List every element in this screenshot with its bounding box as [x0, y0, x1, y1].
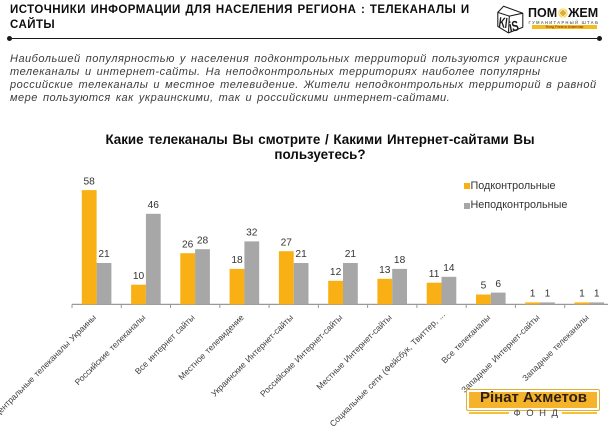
svg-text:1: 1 [545, 289, 551, 300]
svg-text:Все телеканалы: Все телеканалы [439, 312, 492, 365]
svg-text:14: 14 [443, 263, 455, 274]
svg-text:32: 32 [246, 228, 258, 239]
svg-text:58: 58 [84, 176, 96, 187]
svg-text:28: 28 [197, 235, 209, 246]
svg-text:12: 12 [330, 267, 342, 278]
svg-text:Центральные телеканалы Украины: Центральные телеканалы Украины [0, 312, 98, 419]
svg-text:iS: iS [508, 18, 520, 35]
svg-text:10: 10 [133, 271, 145, 282]
svg-text:Украинские Интернет-сайты: Украинские Интернет-сайты [209, 312, 295, 398]
svg-text:6: 6 [495, 279, 501, 290]
svg-text:27: 27 [281, 237, 293, 248]
svg-text:21: 21 [98, 249, 110, 260]
svg-text:KI: KI [498, 14, 508, 32]
svg-text:1: 1 [594, 289, 600, 300]
svg-text:11: 11 [429, 269, 440, 280]
svg-text:26: 26 [182, 239, 194, 250]
svg-text:Российские Интернет-сайты: Российские Интернет-сайты [258, 312, 344, 398]
svg-text:46: 46 [148, 200, 160, 211]
svg-text:1: 1 [530, 289, 536, 300]
svg-text:21: 21 [295, 249, 307, 260]
svg-text:21: 21 [345, 249, 357, 260]
svg-text:18: 18 [394, 255, 406, 266]
svg-text:5: 5 [481, 281, 487, 292]
svg-text:1: 1 [579, 289, 585, 300]
svg-text:18: 18 [231, 255, 243, 266]
svg-text:13: 13 [379, 265, 391, 276]
